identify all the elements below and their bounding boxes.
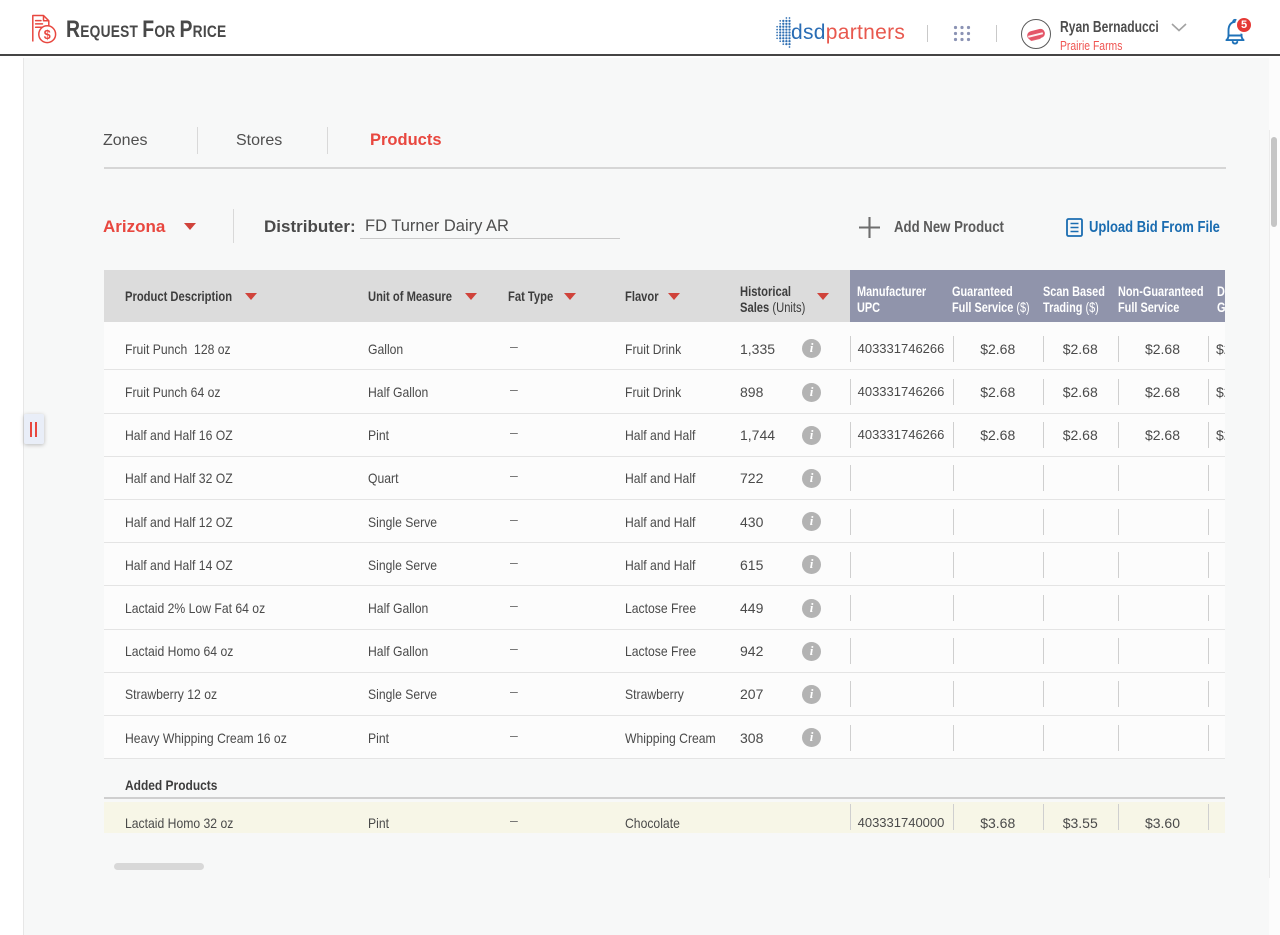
svg-text:$: $ (44, 28, 51, 42)
